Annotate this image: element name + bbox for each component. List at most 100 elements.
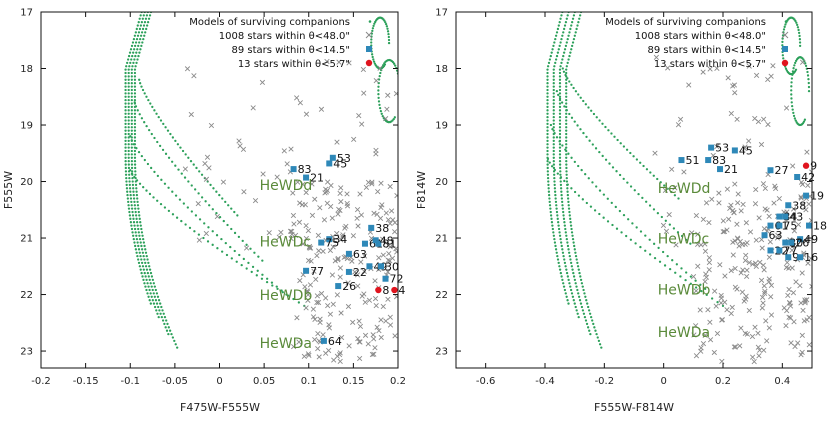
- model-dot: [147, 17, 151, 20]
- companion-blue-marker: [368, 224, 375, 231]
- field-star-cross: [783, 264, 790, 271]
- model-dot: [141, 251, 145, 254]
- model-dot: [548, 58, 552, 61]
- field-star-cross: [766, 325, 772, 331]
- model-dot: [386, 27, 389, 30]
- model-dot: [564, 227, 567, 231]
- model-dot: [127, 85, 130, 88]
- model-dot: [558, 44, 561, 48]
- model-dot: [137, 261, 141, 265]
- model-dot: [558, 95, 562, 98]
- model-dot: [807, 81, 810, 85]
- field-star-cross: [732, 265, 738, 272]
- model-dot: [571, 238, 575, 241]
- model-dot: [558, 21, 561, 24]
- field-star-cross: [338, 185, 344, 191]
- model-dot: [148, 14, 152, 17]
- model-dot: [807, 89, 811, 93]
- field-star-cross: [728, 310, 734, 317]
- model-dot: [131, 170, 134, 173]
- model-dot: [135, 179, 139, 182]
- field-star-cross: [742, 144, 748, 150]
- model-dot: [142, 241, 145, 244]
- model-dot: [558, 268, 562, 271]
- field-star-cross: [310, 314, 317, 320]
- model-dot: [124, 95, 127, 98]
- model-dot: [147, 295, 150, 298]
- model-dot: [125, 65, 128, 68]
- companion-blue-marker: [797, 236, 804, 243]
- model-dot: [139, 48, 142, 51]
- model-dot: [571, 295, 575, 298]
- model-dot: [147, 99, 150, 102]
- model-dot: [546, 119, 549, 122]
- model-dot: [135, 51, 138, 54]
- field-star-cross: [693, 353, 700, 359]
- field-star-cross: [316, 354, 322, 360]
- model-dot: [133, 204, 136, 207]
- model-dot: [551, 48, 554, 51]
- model-dot: [127, 54, 131, 58]
- model-dot: [561, 248, 564, 251]
- model-dot: [377, 96, 380, 99]
- model-dot: [189, 160, 193, 163]
- model-dot: [130, 204, 133, 207]
- model-dot: [133, 58, 136, 61]
- model-dot: [689, 242, 692, 245]
- model-dot: [658, 260, 662, 263]
- model-dot: [165, 329, 169, 332]
- companion-blue-marker: [375, 240, 382, 247]
- model-dot: [154, 288, 157, 292]
- field-star-cross: [355, 223, 361, 229]
- model-dot: [229, 245, 232, 249]
- model-dot: [137, 44, 140, 48]
- model-dot: [619, 142, 622, 145]
- model-dot: [130, 102, 133, 105]
- model-dot: [600, 346, 603, 349]
- field-star-cross: [383, 318, 389, 324]
- model-dot: [578, 271, 581, 275]
- companion-blue-marker: [318, 239, 325, 246]
- companion-blue-marker: [803, 192, 810, 199]
- model-dot: [572, 37, 576, 41]
- model-dot: [552, 82, 555, 85]
- companion-blue-marker: [345, 268, 352, 275]
- field-star-cross: [714, 65, 720, 72]
- field-star-cross: [719, 358, 725, 364]
- model-dot: [135, 251, 138, 254]
- model-dot: [556, 27, 560, 31]
- model-dot: [558, 265, 561, 268]
- model-dot: [206, 240, 210, 243]
- model-dot: [371, 27, 375, 30]
- field-star-cross: [373, 151, 379, 157]
- model-dot: [546, 105, 549, 109]
- model-dot: [134, 183, 138, 187]
- model-dot: [127, 105, 130, 109]
- model-dot: [560, 244, 563, 248]
- model-dot: [559, 173, 562, 176]
- model-dot: [563, 179, 566, 183]
- model-dot: [557, 261, 560, 265]
- model-dot: [547, 61, 551, 65]
- model-dot: [130, 88, 133, 92]
- model-dot: [200, 196, 204, 199]
- model-dot: [576, 124, 579, 127]
- model-dot: [138, 17, 141, 20]
- model-dot: [130, 160, 134, 163]
- model-dot: [127, 163, 130, 166]
- model-dot: [157, 305, 160, 309]
- model-dot: [794, 59, 798, 63]
- field-star-cross: [314, 253, 320, 259]
- model-dot: [560, 241, 563, 244]
- model-dot: [131, 65, 134, 68]
- model-dot: [562, 254, 565, 258]
- right-plot-frame: [455, 11, 813, 369]
- model-dot: [569, 288, 573, 292]
- field-star-cross: [394, 192, 398, 199]
- model-dot: [133, 160, 137, 163]
- model-dot: [798, 34, 801, 38]
- model-dot: [556, 51, 560, 54]
- companion-label: 51: [685, 154, 699, 167]
- model-dot: [130, 132, 133, 136]
